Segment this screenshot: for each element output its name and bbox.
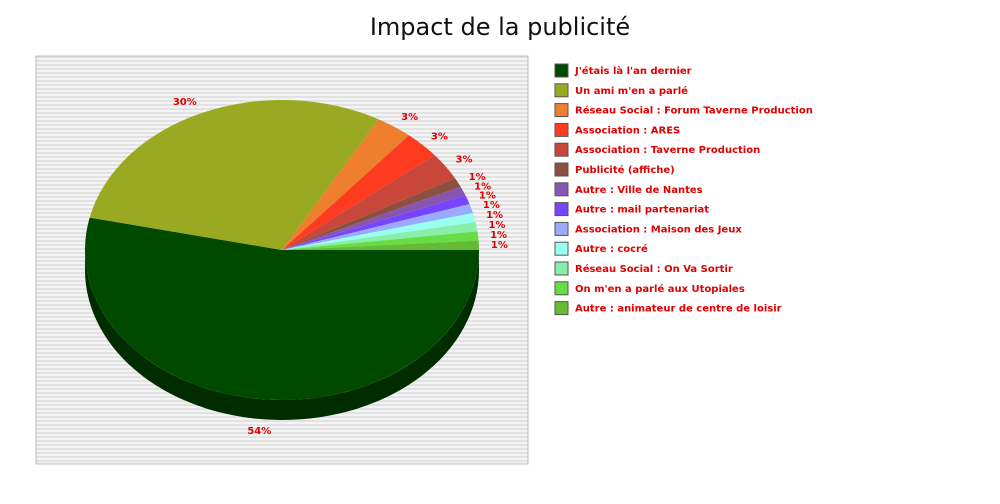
chart-title: Impact de la publicité	[370, 13, 630, 41]
slice	[282, 222, 478, 250]
data-label: 1%	[486, 210, 503, 221]
legend-swatch	[554, 241, 569, 256]
legend-swatch	[554, 103, 569, 118]
slice	[282, 213, 476, 250]
slice	[282, 240, 479, 250]
data-label: 54%	[247, 426, 271, 437]
legend-label: Autre : cocré	[575, 243, 648, 255]
slice	[85, 217, 480, 400]
slice	[282, 155, 456, 250]
legend-label: Un ami m'en a parlé	[575, 85, 688, 97]
slice	[282, 204, 473, 250]
legend-label: J'étais là l'an dernier	[574, 65, 692, 77]
legend-swatch	[554, 202, 569, 217]
slice	[282, 119, 409, 250]
data-label: 1%	[488, 220, 505, 231]
legend-label: Réseau Social : On Va Sortir	[575, 263, 733, 275]
legend-label: On m'en a parlé aux Utopiales	[575, 283, 745, 295]
slice	[282, 178, 461, 250]
data-label: 3%	[401, 112, 418, 123]
legend-swatch	[554, 261, 569, 276]
legend-swatch	[554, 301, 569, 316]
legend-label: Publicité (affiche)	[575, 164, 675, 176]
slice	[282, 135, 435, 250]
legend-label: Autre : animateur de centre de loisir	[575, 304, 782, 315]
legend-swatch	[554, 63, 569, 78]
legend-swatch	[554, 281, 569, 296]
legend-swatch	[554, 221, 569, 236]
data-label: 30%	[173, 97, 197, 108]
pie: 54%30%3%3%3%1%1%1%1%1%1%1%1%	[85, 97, 508, 437]
legend-label: Association : Maison des Jeux	[575, 224, 742, 235]
data-label: 3%	[431, 131, 448, 142]
data-label: 1%	[483, 200, 500, 211]
legend-swatch	[554, 182, 569, 197]
legend-label: Réseau Social : Forum Taverne Production	[575, 105, 813, 117]
data-label: 3%	[456, 155, 473, 166]
slice	[282, 231, 479, 250]
data-label: 1%	[491, 240, 508, 251]
legend-label: Association : Taverne Production	[575, 145, 760, 156]
slice	[282, 195, 470, 250]
slice	[89, 100, 379, 250]
legend-label: Autre : Ville de Nantes	[575, 185, 703, 196]
data-label: 1%	[479, 191, 496, 202]
legend-swatch	[554, 142, 569, 157]
legend-swatch	[554, 83, 569, 98]
data-label: 1%	[490, 230, 507, 241]
legend-swatch	[554, 122, 569, 137]
data-label: 1%	[469, 172, 486, 183]
legend: J'étais là l'an dernier Un ami m'en a par…	[554, 63, 813, 316]
legend-swatch	[554, 162, 569, 177]
legend-label: Association : ARES	[575, 125, 680, 136]
data-label: 1%	[474, 181, 491, 192]
legend-label: Autre : mail partenariat	[575, 205, 709, 216]
slice	[282, 186, 466, 250]
